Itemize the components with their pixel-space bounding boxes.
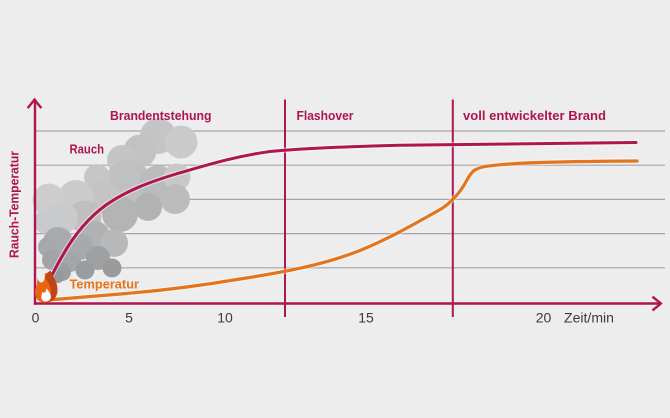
- svg-text:5: 5: [125, 310, 133, 326]
- svg-text:0: 0: [32, 310, 40, 326]
- svg-text:Rauch-Temperatur: Rauch-Temperatur: [7, 151, 22, 258]
- svg-text:Temperatur: Temperatur: [70, 277, 140, 292]
- svg-text:10: 10: [217, 310, 233, 326]
- svg-text:Brandentstehung: Brandentstehung: [110, 108, 212, 123]
- svg-text:20: 20: [536, 310, 552, 326]
- svg-text:Zeit/min: Zeit/min: [564, 310, 614, 326]
- svg-text:Flashover: Flashover: [297, 108, 354, 123]
- svg-text:Rauch: Rauch: [70, 142, 105, 157]
- svg-text:15: 15: [358, 310, 374, 326]
- svg-text:voll entwickelter Brand: voll entwickelter Brand: [463, 108, 606, 123]
